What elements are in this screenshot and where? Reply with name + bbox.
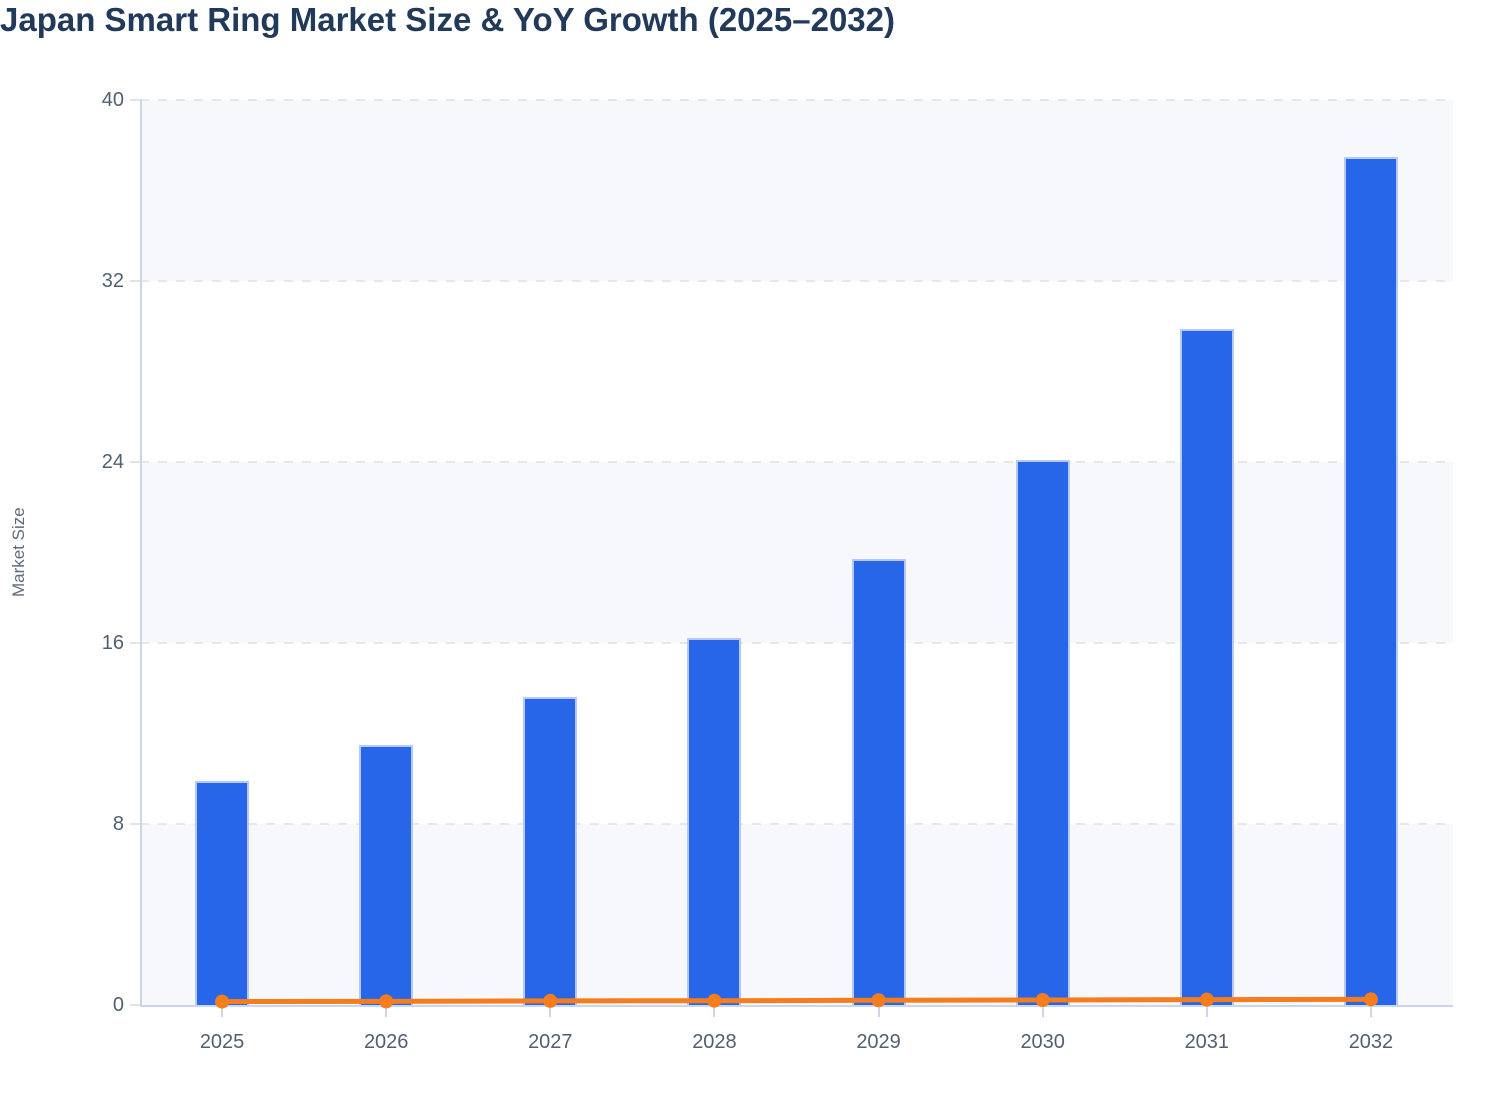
y-tick-label-40: 40: [101, 89, 124, 111]
x-axis-line: [140, 1005, 1453, 1007]
x-tick-label-2025: 2025: [199, 1031, 245, 1053]
y-tick-label-8: 8: [112, 813, 124, 835]
y-tick-label-0: 0: [112, 994, 124, 1016]
y-axis-title: Market Size: [9, 507, 28, 598]
yoy-marker-2027[interactable]: [543, 993, 558, 1008]
bar-2027[interactable]: [523, 697, 578, 1005]
gridline-32: [140, 280, 1453, 282]
yoy-growth-line: [219, 996, 1374, 1005]
bar-2030[interactable]: [1015, 459, 1070, 1005]
gridline-8: [140, 823, 1453, 825]
gridline-24: [140, 461, 1453, 463]
y-axis-tick: [130, 461, 140, 463]
plot-band: [140, 643, 1453, 824]
chart-title: Japan Smart Ring Market Size & YoY Growt…: [0, 1, 895, 38]
gridline-16: [140, 642, 1453, 644]
yoy-growth-series: [215, 992, 1378, 1009]
yoy-marker-2032[interactable]: [1363, 992, 1378, 1007]
yoy-marker-2025[interactable]: [215, 994, 230, 1009]
bar-2031[interactable]: [1179, 328, 1234, 1005]
yoy-marker-2031[interactable]: [1199, 992, 1214, 1007]
gridline-40: [140, 99, 1453, 101]
plot-band: [140, 462, 1453, 643]
yoy-marker-2028[interactable]: [707, 993, 722, 1008]
x-axis-tick: [877, 1007, 880, 1017]
x-tick-label-2027: 2027: [528, 1031, 573, 1053]
bar-2025[interactable]: [195, 781, 250, 1005]
x-axis-tick: [385, 1007, 388, 1017]
y-axis-tick: [130, 642, 140, 644]
bar-2032[interactable]: [1343, 156, 1398, 1005]
x-axis-tick: [1205, 1007, 1208, 1017]
y-tick-label-32: 32: [101, 270, 124, 292]
x-tick-label-2029: 2029: [856, 1031, 901, 1053]
yoy-marker-2029[interactable]: [871, 993, 886, 1008]
x-tick-label-2026: 2026: [363, 1031, 409, 1053]
x-tick-label-2030: 2030: [1020, 1031, 1065, 1053]
yoy-marker-2030[interactable]: [1035, 993, 1050, 1008]
plot-band: [140, 824, 1453, 1005]
y-tick-label-24: 24: [101, 451, 124, 473]
y-axis-line: [140, 100, 142, 1007]
y-axis-tick: [130, 1004, 140, 1006]
x-axis-tick: [1041, 1007, 1044, 1017]
plot-band: [140, 281, 1453, 462]
y-axis-tick: [130, 99, 140, 101]
y-axis-tick: [130, 280, 140, 282]
bar-2026[interactable]: [359, 744, 414, 1005]
x-axis-tick: [713, 1007, 716, 1017]
x-axis-tick: [221, 1007, 224, 1017]
y-axis-tick: [130, 823, 140, 825]
bar-2028[interactable]: [687, 638, 742, 1005]
bar-2029[interactable]: [851, 559, 906, 1005]
x-tick-label-2028: 2028: [692, 1031, 737, 1053]
y-tick-label-16: 16: [101, 632, 124, 654]
yoy-marker-2026[interactable]: [379, 994, 394, 1009]
x-tick-label-2032: 2032: [1348, 1031, 1394, 1053]
x-tick-label-2031: 2031: [1184, 1031, 1230, 1053]
x-axis-tick: [1369, 1007, 1372, 1017]
plot-band: [140, 100, 1453, 281]
x-axis-tick: [549, 1007, 552, 1017]
